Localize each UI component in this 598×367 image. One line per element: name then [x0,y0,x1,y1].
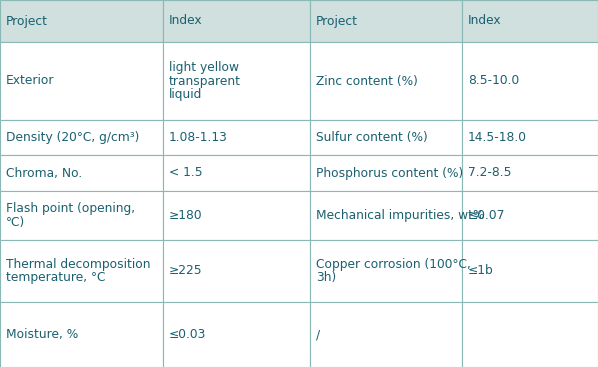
Text: 8.5-10.0: 8.5-10.0 [468,75,519,87]
Text: Flash point (opening,: Flash point (opening, [6,202,135,215]
Text: liquid: liquid [169,88,202,101]
Bar [0,120,163,155]
Text: Sulfur content (%): Sulfur content (%) [316,131,428,144]
Text: Thermal decomposition: Thermal decomposition [6,258,151,271]
Bar [462,302,598,367]
Bar [0,191,163,240]
Bar [310,155,462,191]
Bar [462,191,598,240]
Text: Moisture, %: Moisture, % [6,328,78,341]
Text: Index: Index [468,15,502,28]
Bar [163,155,310,191]
Bar [163,240,310,302]
Text: 3h): 3h) [316,271,336,284]
Text: ≤1b: ≤1b [468,265,494,277]
Text: ≤0.07: ≤0.07 [468,209,505,222]
Text: Exterior: Exterior [6,75,54,87]
Bar [0,155,163,191]
Bar [0,302,163,367]
Bar [462,155,598,191]
Bar [310,0,462,42]
Text: light yellow: light yellow [169,61,239,74]
Text: Copper corrosion (100°C,: Copper corrosion (100°C, [316,258,471,271]
Bar [0,0,163,42]
Bar [462,42,598,120]
Bar [310,191,462,240]
Text: Chroma, No.: Chroma, No. [6,167,83,179]
Bar [462,120,598,155]
Text: Zinc content (%): Zinc content (%) [316,75,418,87]
Bar [462,240,598,302]
Text: °C): °C) [6,216,25,229]
Bar [310,42,462,120]
Text: /: / [316,328,320,341]
Text: temperature, °C: temperature, °C [6,271,105,284]
Bar [462,0,598,42]
Text: Index: Index [169,15,203,28]
Text: ≥180: ≥180 [169,209,203,222]
Text: Mechanical impurities, wt%: Mechanical impurities, wt% [316,209,484,222]
Text: Project: Project [6,15,48,28]
Bar [163,120,310,155]
Text: ≤0.03: ≤0.03 [169,328,206,341]
Text: 7.2-8.5: 7.2-8.5 [468,167,511,179]
Bar [0,240,163,302]
Text: Density (20°C, g/cm³): Density (20°C, g/cm³) [6,131,139,144]
Bar [163,302,310,367]
Bar [310,120,462,155]
Text: Project: Project [316,15,358,28]
Text: 14.5-18.0: 14.5-18.0 [468,131,527,144]
Bar [163,191,310,240]
Bar [163,42,310,120]
Text: 1.08-1.13: 1.08-1.13 [169,131,228,144]
Bar [163,0,310,42]
Text: ≥225: ≥225 [169,265,203,277]
Text: transparent: transparent [169,75,241,87]
Text: Phosphorus content (%): Phosphorus content (%) [316,167,463,179]
Bar [310,302,462,367]
Text: < 1.5: < 1.5 [169,167,203,179]
Bar [0,42,163,120]
Bar [310,240,462,302]
